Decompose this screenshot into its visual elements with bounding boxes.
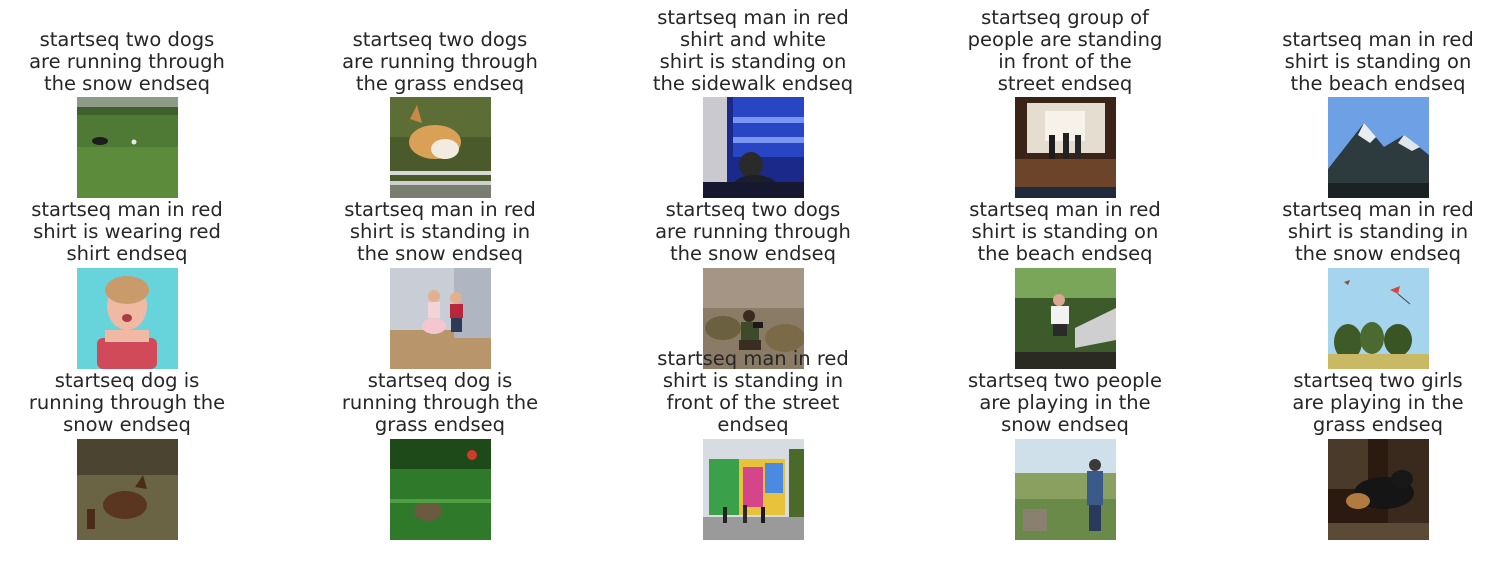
panel-image [76,268,178,369]
panel-image [1327,439,1429,540]
panel-caption: startseq dog is running through the snow… [28,369,226,436]
panel-image [702,268,804,369]
panel-caption: startseq man in red shirt is standing on… [969,198,1161,265]
panel-image [702,97,804,198]
panel-caption: startseq man in red shirt and white shir… [652,6,854,95]
panel-caption: startseq man in red shirt is standing on… [1282,28,1474,95]
panel-caption: startseq man in red shirt is standing in… [657,347,849,436]
panel-image [702,439,804,540]
panel-caption: startseq man in red shirt is standing in… [344,198,536,265]
panel-caption: startseq two people are playing in the s… [968,369,1162,436]
panel-caption: startseq two dogs are running through th… [29,28,225,95]
panel-caption: startseq man in red shirt is wearing red… [31,198,223,265]
panel-image [1327,97,1429,198]
panel-image [1014,439,1116,540]
panel-image [76,97,178,198]
panel-caption: startseq two dogs are running through th… [342,28,538,95]
panel-caption: startseq two girls are playing in the gr… [1292,369,1464,436]
panel-caption: startseq dog is running through the gras… [341,369,539,436]
panel-image [1014,97,1116,198]
panel-image [389,439,491,540]
panel-caption: startseq group of people are standing in… [967,6,1163,95]
panel-image [76,439,178,540]
panel-caption: startseq man in red shirt is standing in… [1282,198,1474,265]
panel-caption: startseq two dogs are running through th… [655,198,851,265]
panel-image [389,97,491,198]
panel-image [1014,268,1116,369]
panel-image [389,268,491,369]
panel-image [1327,268,1429,369]
